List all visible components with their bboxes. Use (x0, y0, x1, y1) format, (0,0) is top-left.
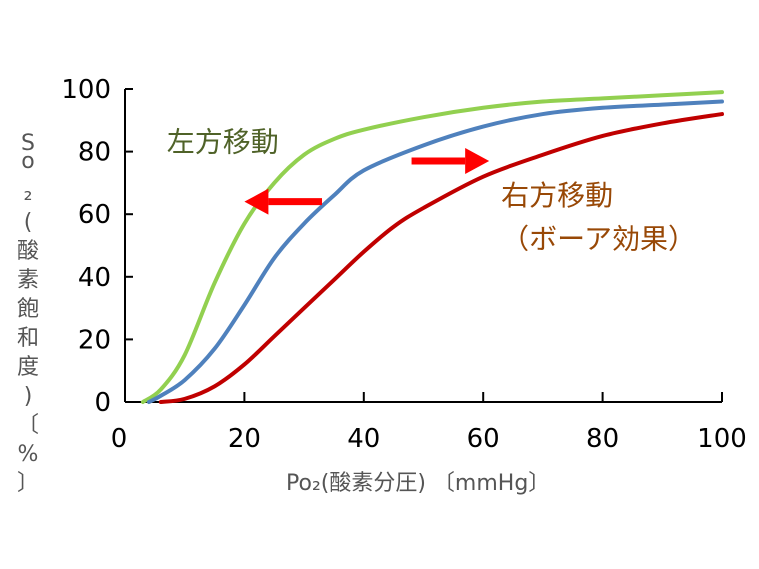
y-tick-label: 0 (94, 388, 111, 418)
annotation-bohr: （ボーア効果） (501, 223, 696, 256)
y-axis-title-char: S (21, 131, 35, 156)
y-axis-title-char: ₂ (24, 181, 33, 206)
x-tick-label: 100 (697, 424, 747, 454)
annotation-right: 右方移動 (501, 179, 613, 212)
series-line-normal (146, 99, 724, 404)
right-arrow (411, 147, 490, 174)
shift-arrows (244, 147, 490, 215)
y-tick-label: 20 (78, 325, 111, 355)
x-axis-title: Po₂(酸素分圧) 〔mmHg〕 (286, 471, 550, 496)
x-tick-label: 0 (111, 424, 128, 454)
x-tick-label: 40 (347, 424, 380, 454)
x-tick-label: 60 (467, 424, 500, 454)
y-tick-label: 100 (61, 75, 111, 105)
y-tick-label: 80 (78, 138, 111, 168)
series-lines (140, 90, 724, 404)
axes: 0 20 40 60 80 100 0 20 40 60 80 100 (61, 75, 746, 454)
left-arrow (244, 188, 323, 215)
y-tick-label: 40 (78, 263, 111, 293)
y-axis-title-char: ( (24, 210, 33, 235)
series-line-right-shift (158, 112, 724, 404)
y-axis-title-char: 飽 (17, 297, 39, 322)
y-axis-title-char: 和 (17, 326, 39, 351)
y-axis-title-char: ) (24, 384, 33, 409)
annotation-left: 左方移動 (167, 126, 279, 159)
left-arrow-head (244, 188, 269, 215)
y-axis-title-char: 〔 (17, 413, 39, 438)
y-axis-title-char: 素 (17, 268, 39, 293)
right-arrow-head (465, 147, 490, 174)
x-tick-label: 20 (228, 424, 261, 454)
y-axis-title-char: 度 (17, 355, 39, 380)
y-axis-title-char: 〕 (17, 471, 39, 496)
series-line-left-shift (140, 90, 724, 404)
y-axis-title-char: o (21, 149, 34, 174)
x-tick-label: 80 (586, 424, 619, 454)
y-tick-label: 60 (78, 200, 111, 230)
y-axis-title-char: % (18, 442, 39, 467)
y-axis-title-char: 酸 (17, 239, 39, 264)
